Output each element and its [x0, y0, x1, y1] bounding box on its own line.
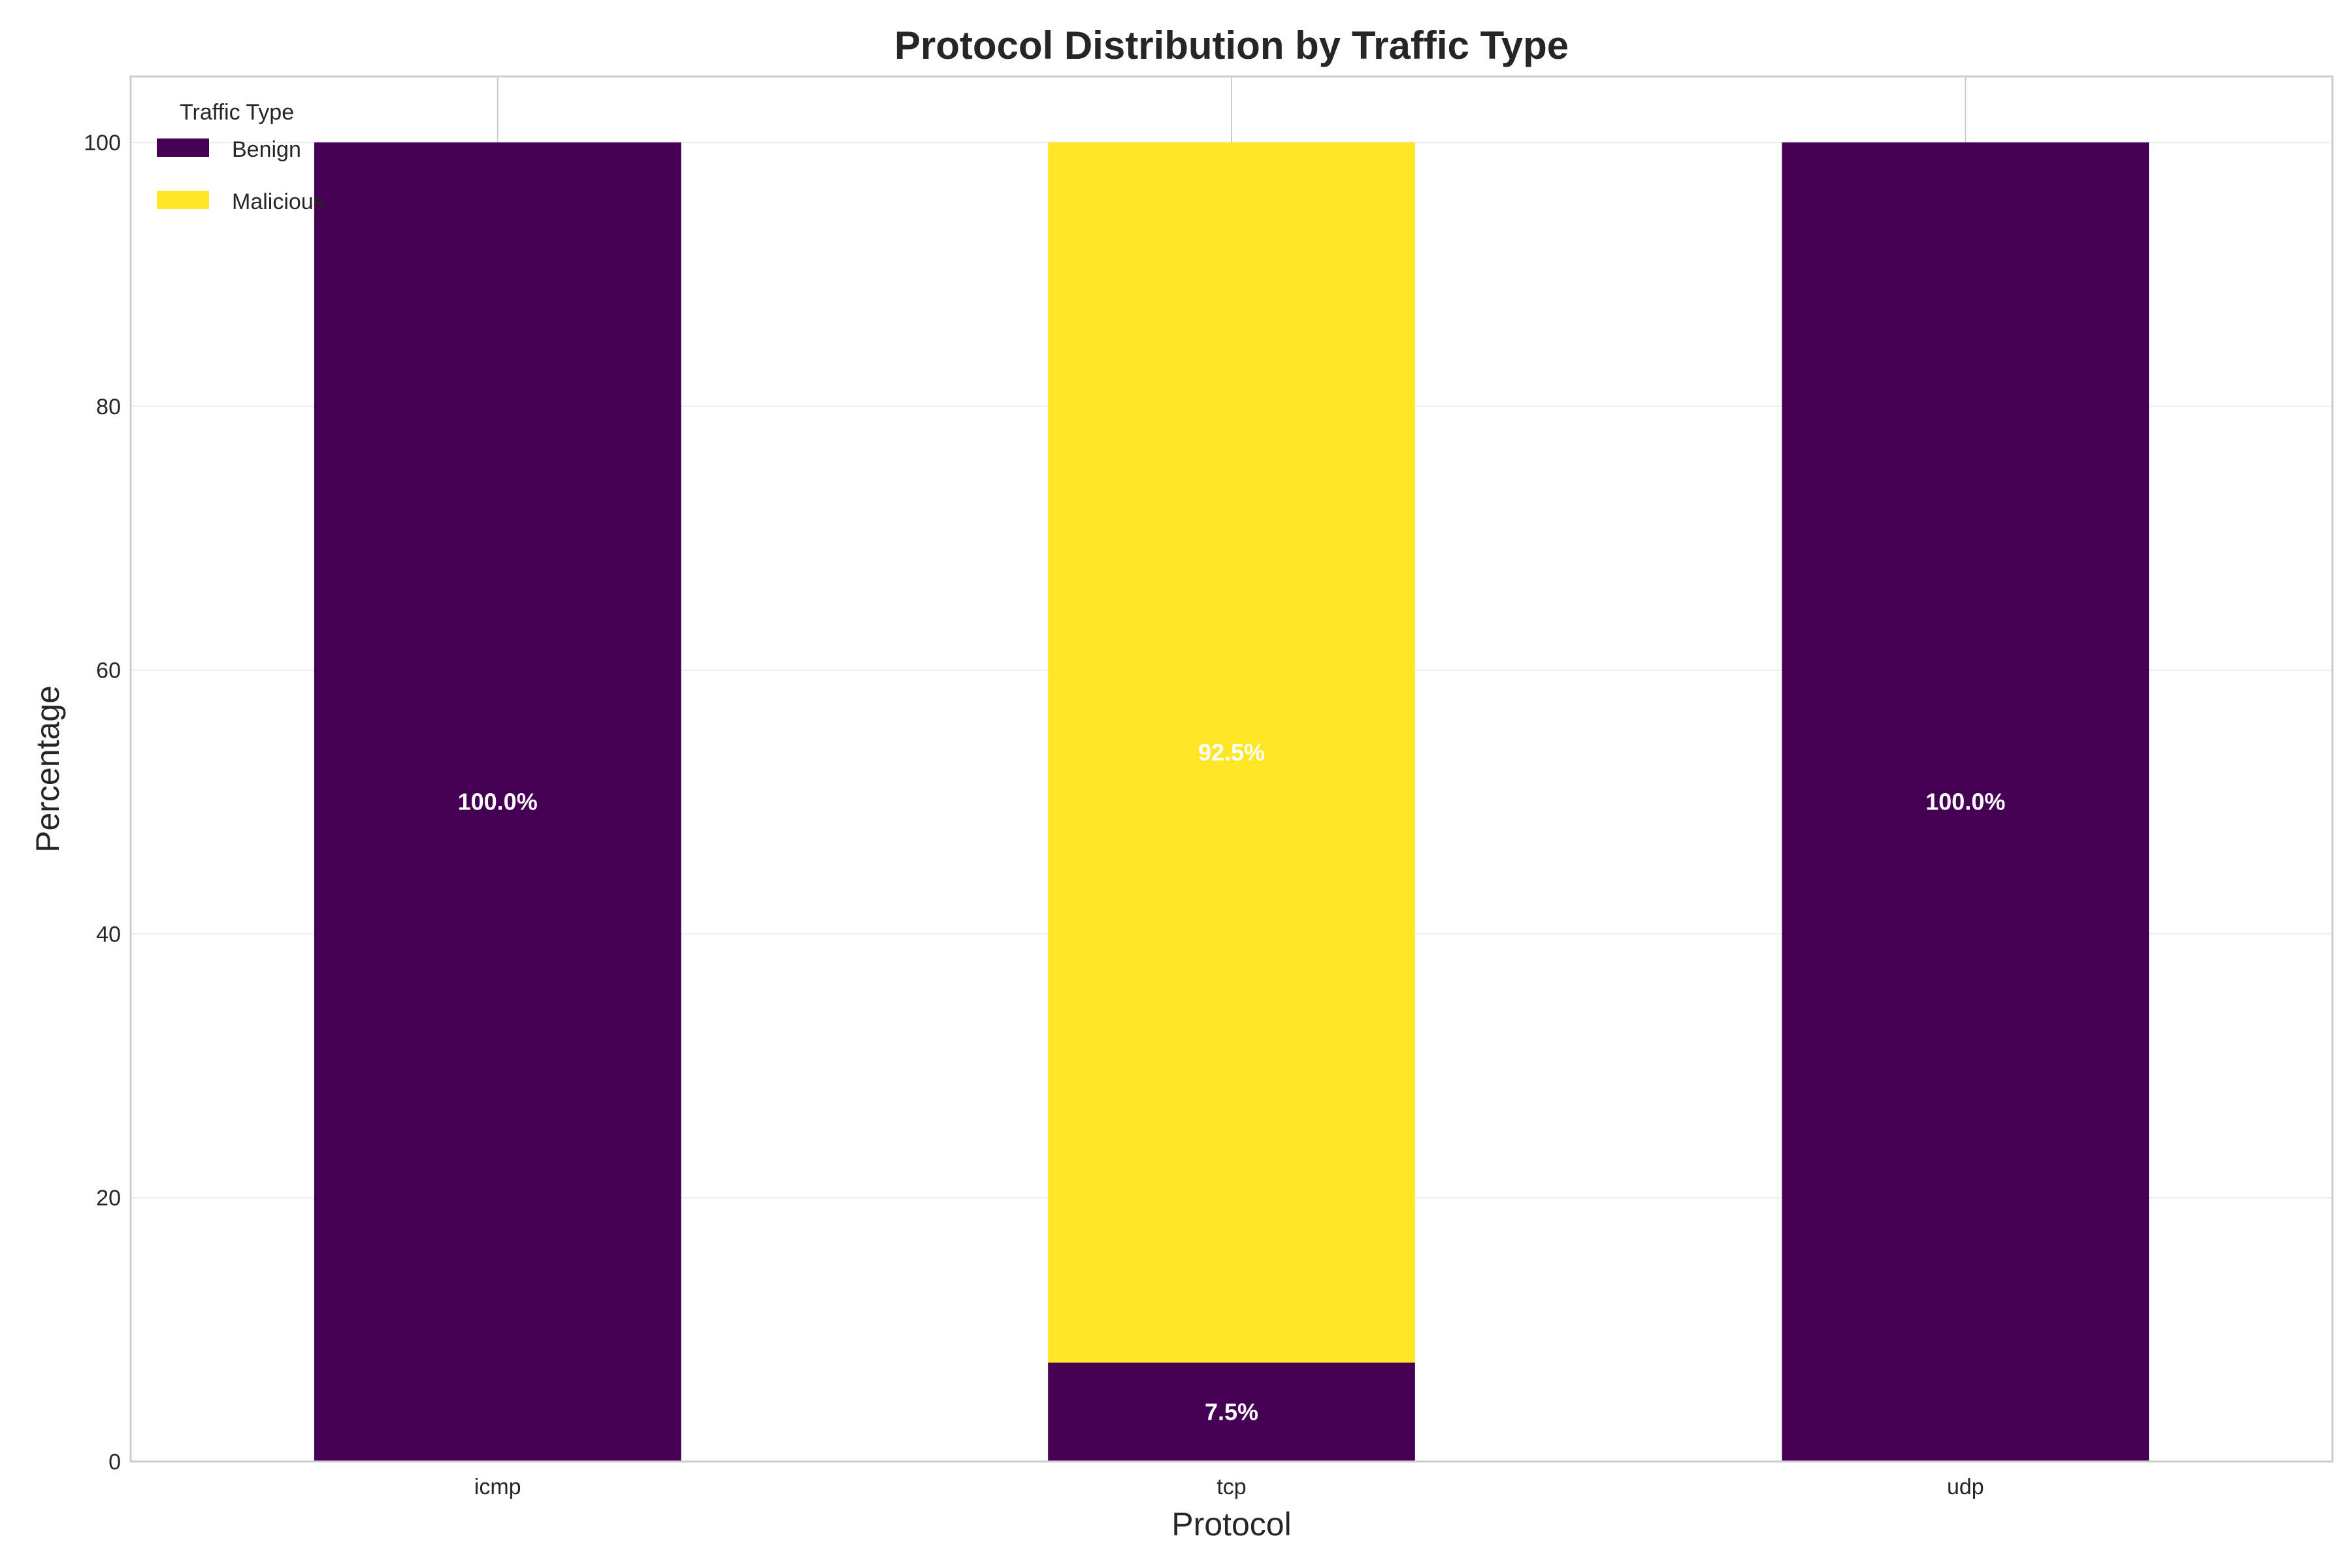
y-axis-label: Percentage [29, 685, 66, 853]
legend-swatch-benign [157, 139, 209, 157]
bars [314, 142, 2149, 1462]
legend-swatch-malicious [157, 191, 209, 209]
legend-title: Traffic Type [180, 100, 294, 125]
bar-benign-udp [1782, 142, 2149, 1462]
chart-title: Protocol Distribution by Traffic Type [894, 24, 1569, 67]
bar-benign-tcp [1048, 1362, 1415, 1462]
y-tick-label: 20 [96, 1186, 121, 1211]
x-tick-label-icmp: icmp [474, 1475, 521, 1499]
plot-frame [129, 75, 2334, 1463]
y-tick-label: 80 [96, 395, 121, 419]
legend-label-malicious: Malicious [232, 189, 325, 214]
legend: Traffic Type Benign Malicious [157, 100, 325, 214]
y-tick-label: 0 [108, 1450, 121, 1475]
y-tick-label: 40 [96, 922, 121, 947]
bar-label-benign-udp: 100.0% [1925, 788, 2005, 815]
y-tick-label: 60 [96, 659, 121, 683]
bar-malicious-tcp [1048, 142, 1415, 1363]
bar-label-benign-icmp: 100.0% [458, 788, 538, 815]
y-tick-label: 100 [84, 131, 121, 155]
tick-labels: 0 20 40 60 80 100 icmp tcp udp [84, 131, 1984, 1499]
x-axis-label: Protocol [1171, 1506, 1291, 1543]
x-tick-label-tcp: tcp [1217, 1475, 1246, 1499]
bar-labels: 100.0% 7.5% 100.0% 92.5% [458, 739, 2006, 1426]
bar-label-benign-tcp: 7.5% [1205, 1398, 1258, 1425]
bar-benign-icmp [314, 142, 681, 1462]
bar-label-malicious-tcp: 92.5% [1198, 739, 1265, 766]
legend-label-benign: Benign [232, 137, 301, 162]
x-tick-label-udp: udp [1947, 1475, 1984, 1499]
